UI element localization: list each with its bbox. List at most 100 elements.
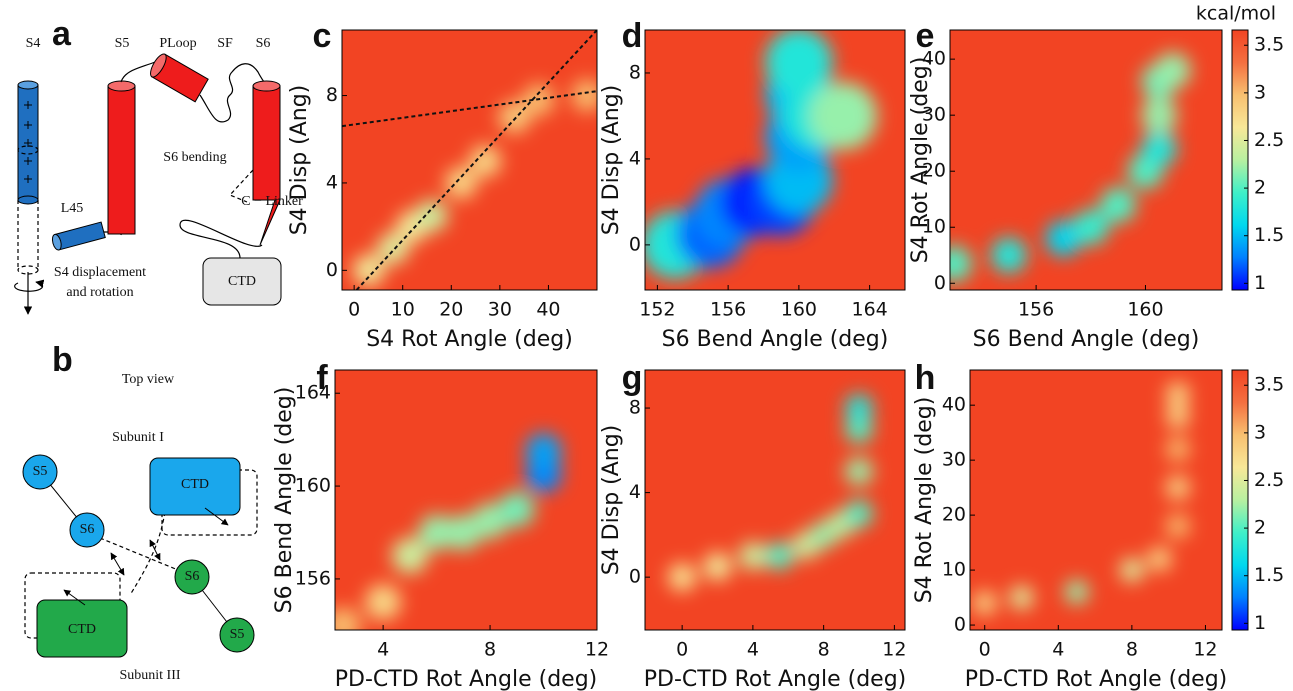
energy-well: [525, 433, 562, 470]
fit-line: [355, 30, 597, 290]
label: S6: [185, 569, 200, 584]
plot: [645, 370, 905, 630]
energy-well: [498, 491, 535, 528]
plot: [950, 30, 1222, 290]
x-tick-label: 0: [676, 639, 688, 661]
fit-line: [342, 90, 597, 128]
y-tick-label: 10: [942, 559, 966, 581]
label: Subunit I: [112, 430, 164, 445]
colorbar-tick-label: 3.5: [1254, 34, 1284, 56]
y-tick-label: 4: [326, 171, 338, 193]
colorbar: [1231, 29, 1249, 291]
energy-well: [668, 563, 697, 592]
energy-well: [418, 514, 455, 551]
colorbar-tick-label: 1.5: [1254, 564, 1284, 586]
label: CTD: [181, 477, 209, 492]
energy-well: [1141, 97, 1178, 134]
colorbar-tick-label: 1.5: [1254, 224, 1284, 246]
y-tick-label: 4: [629, 147, 641, 169]
x-tick-label: 4: [747, 639, 759, 661]
energy-well: [1072, 209, 1109, 246]
x-tick-label: 20: [439, 299, 463, 321]
y-tick-label: 0: [954, 614, 966, 636]
y-tick-label: 0: [326, 259, 338, 281]
y-tick-label: 8: [629, 61, 641, 83]
panel-letter: c: [313, 17, 332, 55]
x-axis-label: PD-CTD Rot Angle (deg): [644, 667, 907, 691]
energy-well: [990, 237, 1027, 274]
energy-well: [335, 607, 362, 630]
energy-well: [1147, 547, 1172, 572]
energy-map: [335, 433, 562, 630]
energy-well: [809, 81, 878, 150]
y-tick-label: 4: [629, 481, 641, 503]
colorbar-tick-label: 2.5: [1254, 469, 1284, 491]
x-tick-label: 4: [377, 639, 389, 661]
energy-well: [1165, 437, 1190, 462]
label: Top view: [122, 372, 175, 387]
x-tick-label: 0: [979, 639, 991, 661]
label: L45: [61, 201, 84, 216]
y-axis-label: S4 Rot Angle (deg): [908, 57, 933, 264]
energy-well: [703, 552, 732, 581]
x-tick-label: 8: [818, 639, 830, 661]
y-tick-label: 30: [922, 104, 946, 126]
y-tick-label: 8: [629, 397, 641, 419]
diagram-a: a S4 S5 PLoop SF S6 S6 bending L45 C − L…: [14, 15, 303, 315]
energy-well: [845, 394, 874, 423]
x-axis-label: PD-CTD Rot Angle (deg): [335, 667, 598, 691]
x-tick-label: 12: [585, 639, 609, 661]
energy-well: [972, 591, 997, 616]
panel-letter: h: [915, 359, 936, 397]
label: PLoop: [159, 36, 196, 51]
energy-well: [1141, 130, 1178, 167]
label: CTD: [228, 274, 256, 289]
x-axis-label: S6 Bend Angle (deg): [973, 327, 1200, 352]
plot: [342, 30, 597, 290]
colorbar-tick-label: 2: [1254, 177, 1266, 199]
x-tick-label: 12: [1193, 639, 1217, 661]
y-axis-label: S4 Disp (Ang): [599, 85, 624, 236]
label: S4: [26, 36, 41, 51]
panel-letter: b: [52, 341, 73, 379]
energy-well: [1165, 404, 1190, 429]
y-tick-label: 156: [295, 567, 331, 589]
label: S5: [230, 627, 245, 642]
plot-frame: [969, 369, 1223, 631]
energy-well: [738, 542, 767, 571]
label: S5: [115, 36, 130, 51]
y-axis-label: S4 Disp (Ang): [287, 85, 312, 236]
y-tick-label: 8: [326, 84, 338, 106]
plot-frame: [334, 369, 598, 631]
energy-map: [950, 52, 1191, 282]
energy-well: [764, 30, 833, 97]
plot-frame: [644, 369, 906, 631]
y-tick-label: 10: [922, 216, 946, 238]
energy-well: [415, 199, 448, 232]
energy-well: [571, 79, 597, 112]
y-tick-label: 20: [922, 160, 946, 182]
energy-well: [391, 537, 428, 574]
plot-frame: [949, 29, 1223, 291]
plot: [335, 370, 597, 630]
diagram-b: b Top view Subunit I S5 S6 CTD S6 S5 CTD…: [22, 341, 258, 683]
plot-frame: [341, 29, 598, 291]
colorbar-tick-label: 3.5: [1254, 374, 1284, 396]
energy-map: [668, 394, 874, 592]
energy-well: [1165, 514, 1190, 539]
energy-well: [1009, 585, 1034, 610]
x-tick-label: 160: [1127, 299, 1163, 321]
y-axis-label: S4 Rot Angle (deg): [912, 397, 937, 604]
colorbar-tick-label: 2: [1254, 517, 1266, 539]
energy-well: [445, 166, 477, 199]
energy-well: [1064, 580, 1089, 605]
energy-well: [1045, 220, 1082, 257]
x-tick-label: 0: [348, 299, 360, 321]
panel-letter: a: [52, 15, 72, 53]
label: S6: [80, 522, 95, 537]
panel-letter: e: [916, 17, 935, 55]
x-axis-label: PD-CTD Rot Angle (deg): [965, 667, 1228, 691]
energy-well: [950, 245, 973, 282]
x-tick-label: 4: [1052, 639, 1064, 661]
y-tick-label: 0: [629, 566, 641, 588]
